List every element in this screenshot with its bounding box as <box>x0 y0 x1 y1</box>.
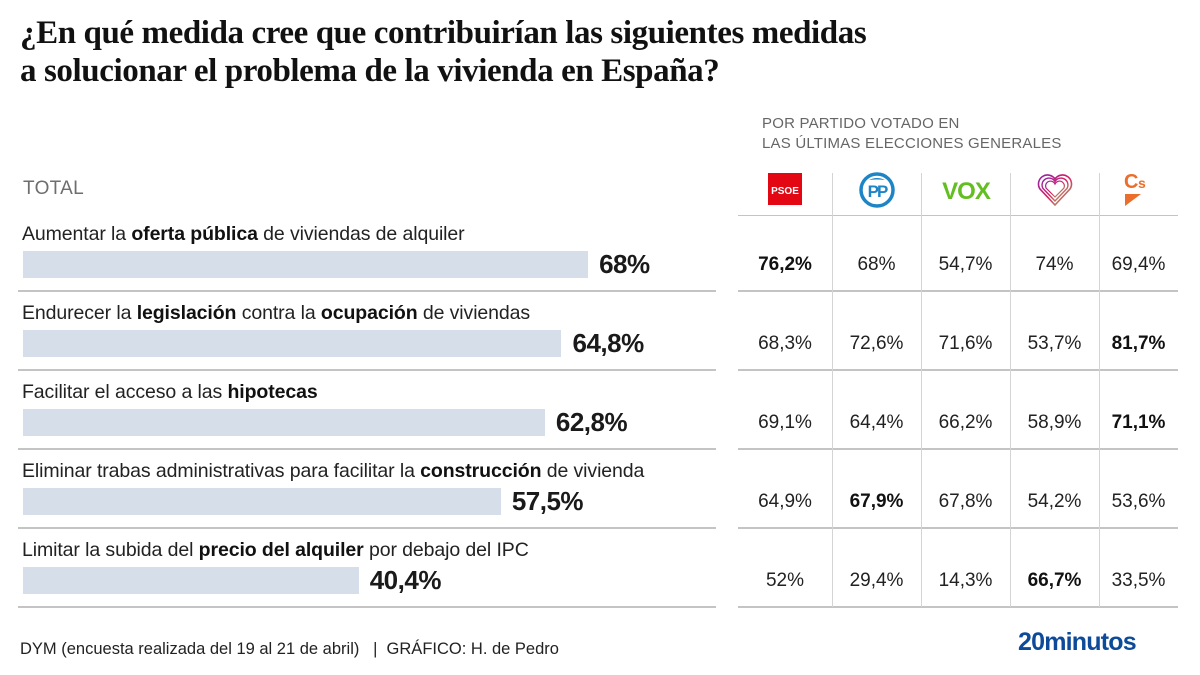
row-label-emphasis: legislación <box>136 302 237 324</box>
row-label-text: de viviendas de alquiler <box>257 223 465 245</box>
ciudadanos-logo-icon: C s <box>1124 171 1146 206</box>
chart-title-line-2: a solucionar el problema de la vivienda … <box>20 53 720 89</box>
column-separator <box>921 173 922 607</box>
party-cell-sumar: 58,9% <box>1027 412 1082 433</box>
party-header-pp: PP <box>832 165 921 215</box>
row-label: Endurecer la legislación contra la ocupa… <box>22 302 530 325</box>
party-cell-cs: 71,1% <box>1111 412 1166 433</box>
row-label-text: Eliminar trabas administrativas para fac… <box>22 460 421 482</box>
party-cell-sumar: 74% <box>1035 254 1074 275</box>
psoe-logo-icon: PSOE <box>768 173 802 205</box>
bar-value-label: 64,8% <box>572 328 644 358</box>
party-cell-sumar: 66,7% <box>1027 570 1082 591</box>
party-header-cs: C s <box>1099 165 1178 215</box>
bar-value-label: 62,8% <box>555 407 628 437</box>
party-caption-line-2: LAS ÚLTIMAS ELECCIONES GENERALES <box>762 135 1062 152</box>
row-separator <box>738 369 1178 371</box>
sumar-heart-logo-icon <box>1037 174 1072 207</box>
row-label-emphasis: ocupación <box>320 302 418 324</box>
row-label: Aumentar la oferta pública de viviendas … <box>22 223 465 246</box>
party-cell-cs: 69,4% <box>1111 254 1166 275</box>
party-cell-cs: 53,6% <box>1111 491 1166 512</box>
row-separator <box>18 448 716 450</box>
bar <box>23 251 589 278</box>
party-cell-psoe: 68,3% <box>758 333 812 354</box>
row-separator <box>738 527 1178 529</box>
svg-text:C: C <box>1124 171 1138 193</box>
chart-title-line-1: ¿En qué medida cree que contribuirían la… <box>20 15 867 51</box>
row-label: Limitar la subida del precio del alquile… <box>22 539 529 562</box>
party-cell-sumar: 53,7% <box>1027 333 1082 354</box>
row-label-text: contra la <box>236 302 321 324</box>
party-cell-psoe: 69,1% <box>758 412 812 433</box>
row-label-text: de viviendas <box>417 302 531 324</box>
row-label-text: Facilitar el acceso a las <box>22 381 228 403</box>
party-cell-pp: 68% <box>857 254 896 275</box>
total-label: TOTAL <box>23 178 84 199</box>
bar-value-label: 68% <box>599 249 650 279</box>
party-cell-vox: 71,6% <box>938 333 993 354</box>
party-cell-pp: 67,9% <box>849 491 904 512</box>
row-separator <box>738 606 1178 608</box>
column-separator <box>1099 173 1100 607</box>
party-cell-vox: 54,7% <box>938 254 993 275</box>
row-separator <box>18 369 716 371</box>
svg-text:VOX: VOX <box>942 178 991 205</box>
row-label: Facilitar el acceso a las hipotecas <box>22 381 318 404</box>
row-label-text: de vivienda <box>541 460 645 482</box>
row-separator <box>738 290 1178 292</box>
party-cell-psoe: 52% <box>765 570 805 591</box>
svg-text:s: s <box>1138 175 1146 191</box>
header-separator <box>738 215 1178 216</box>
party-caption-line-1: POR PARTIDO VOTADO EN <box>762 115 960 132</box>
row-separator <box>738 448 1178 450</box>
bar <box>23 409 545 436</box>
row-label-emphasis: hipotecas <box>227 381 318 403</box>
party-cell-sumar: 54,2% <box>1027 491 1082 512</box>
row-label-text: Limitar la subida del <box>22 539 199 561</box>
party-cell-cs: 33,5% <box>1111 570 1166 591</box>
bar-value-label: 57,5% <box>511 486 584 516</box>
chart-title: ¿En qué medida cree que contribuirían la… <box>20 14 867 90</box>
party-header-psoe: PSOE <box>738 165 832 215</box>
party-cell-psoe: 76,2% <box>758 254 812 275</box>
column-separator <box>832 173 833 607</box>
party-cell-psoe: 64,9% <box>758 491 812 512</box>
bar-value-label: 40,4% <box>369 565 442 595</box>
bar <box>23 488 501 515</box>
vox-logo-icon: VOX <box>942 178 992 205</box>
bar <box>23 330 562 357</box>
source-note: DYM (encuesta realizada del 19 al 21 de … <box>20 640 559 658</box>
party-cell-pp: 64,4% <box>849 412 904 433</box>
brand-logo: 20minutos <box>1018 628 1137 656</box>
row-separator <box>18 290 716 292</box>
party-cell-vox: 14,3% <box>938 570 993 591</box>
party-caption: POR PARTIDO VOTADO EN LAS ÚLTIMAS ELECCI… <box>762 114 1062 154</box>
party-header-sumar <box>1010 165 1099 215</box>
row-label: Eliminar trabas administrativas para fac… <box>22 460 644 483</box>
pp-logo-icon: PP <box>858 172 895 208</box>
row-label-emphasis: construcción <box>420 460 542 482</box>
row-label-emphasis: oferta pública <box>131 223 258 245</box>
row-separator <box>18 606 716 608</box>
bar <box>23 567 359 594</box>
row-label-text: por debajo del IPC <box>363 539 529 561</box>
svg-text:PP: PP <box>867 182 887 201</box>
row-label-emphasis: precio del alquiler <box>198 539 364 561</box>
party-logos-header: PSOE PP VOX C <box>738 165 1178 215</box>
row-label-text: Aumentar la <box>22 223 132 245</box>
row-separator <box>18 527 716 529</box>
party-header-vox: VOX <box>921 165 1010 215</box>
column-separator <box>1010 173 1011 607</box>
party-cell-vox: 66,2% <box>938 412 993 433</box>
svg-text:PSOE: PSOE <box>771 186 799 197</box>
party-cell-vox: 67,8% <box>938 491 993 512</box>
row-label-text: Endurecer la <box>22 302 137 324</box>
party-cell-pp: 72,6% <box>849 333 904 354</box>
party-cell-cs: 81,7% <box>1111 333 1166 354</box>
party-cell-pp: 29,4% <box>849 570 904 591</box>
